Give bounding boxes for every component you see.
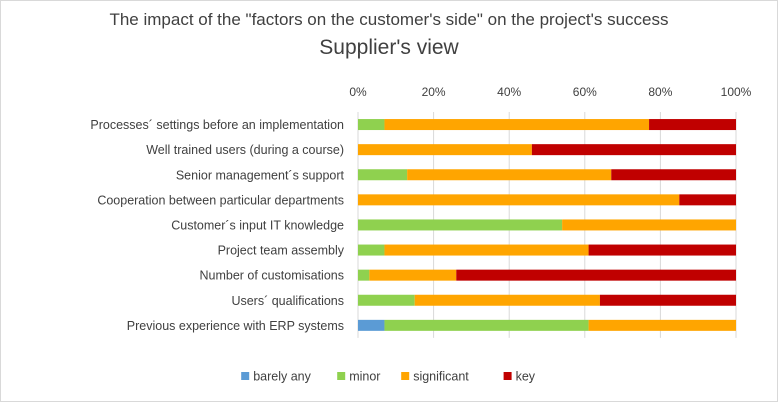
bar-segment-key (588, 244, 736, 256)
x-axis-ticks: 0% 20% 40% 60% 80% 100% (349, 85, 751, 99)
bar-segment-key (679, 194, 736, 206)
bar-segment-significant (369, 269, 457, 281)
legend-label: barely any (253, 370, 311, 384)
legend-label: significant (413, 370, 469, 384)
x-tick-label: 40% (497, 85, 521, 99)
bar-segment-key (649, 119, 736, 131)
legend-swatch (401, 372, 410, 380)
bar-segment-key (531, 144, 736, 156)
bar-segment-minor (358, 244, 385, 256)
category-label: Senior management´s support (176, 168, 345, 182)
x-tick-label: 20% (422, 85, 446, 99)
legend-swatch (337, 372, 346, 380)
category-label: Well trained users (during a course) (146, 143, 344, 157)
bar-segment-key (611, 169, 736, 181)
bar-segment-key (599, 294, 736, 306)
legend-swatch (241, 372, 250, 380)
bar-segment-significant (588, 319, 736, 331)
legend: barely any minor significant key (241, 370, 536, 384)
legend-swatch (503, 372, 512, 380)
bar-segment-minor (358, 169, 408, 181)
bar-segment-minor (358, 119, 385, 131)
bars (358, 119, 736, 331)
bar-segment-significant (407, 169, 612, 181)
x-tick-label: 60% (573, 85, 597, 99)
category-label: Users´ qualifications (231, 294, 344, 308)
x-tick-label: 80% (648, 85, 672, 99)
bar-segment-significant (414, 294, 600, 306)
chart-subtitle: Supplier's view (319, 36, 459, 59)
bar-segment-minor (358, 294, 415, 306)
chart-title: The impact of the "factors on the custom… (109, 10, 669, 29)
legend-label: key (516, 370, 536, 384)
bar-segment-significant (384, 119, 650, 131)
bar-segment-barely-any (358, 319, 385, 331)
bar-segment-minor (384, 319, 589, 331)
x-tick-label: 100% (721, 85, 752, 99)
legend-label: minor (349, 370, 380, 384)
category-label: Processes´ settings before an implementa… (90, 118, 344, 132)
bar-segment-key (456, 269, 736, 281)
category-label: Number of customisations (199, 269, 344, 283)
bar-segment-significant (358, 194, 680, 206)
bar-segment-significant (384, 244, 589, 256)
bar-segment-minor (358, 219, 563, 231)
category-label: Previous experience with ERP systems (127, 319, 344, 333)
category-label: Customer´s input IT knowledge (171, 218, 344, 232)
x-tick-label: 0% (349, 85, 367, 99)
bar-segment-minor (358, 269, 370, 281)
bar-segment-significant (358, 144, 532, 156)
category-label: Project team assembly (218, 244, 345, 258)
bar-segment-significant (562, 219, 736, 231)
category-label: Cooperation between particular departmen… (97, 193, 344, 207)
category-labels: Processes´ settings before an implementa… (90, 118, 344, 333)
